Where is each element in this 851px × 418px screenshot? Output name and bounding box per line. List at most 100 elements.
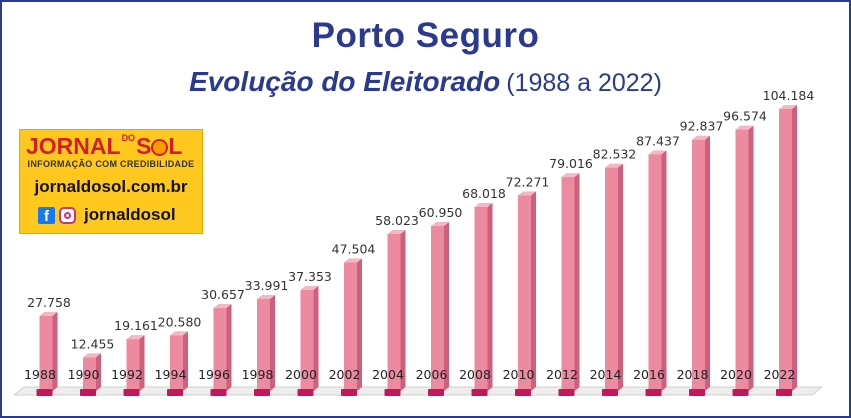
bar-front <box>735 129 749 391</box>
bar-front <box>431 226 444 391</box>
category-label: 2010 <box>503 367 535 382</box>
chart-subtitle-range: (1988 a 2022) <box>506 69 662 97</box>
bar-2016 <box>645 150 667 396</box>
bar-top <box>39 311 58 316</box>
bar-base <box>167 389 183 396</box>
bar-side <box>444 222 449 391</box>
category-label: 2020 <box>720 367 752 382</box>
value-label: 104.184 <box>763 88 815 103</box>
category-label: 1988 <box>24 367 56 382</box>
bar-front <box>213 308 227 391</box>
bar-front <box>300 289 314 391</box>
bar-top <box>344 258 362 263</box>
bar-1998 <box>254 294 275 396</box>
value-label: 60.950 <box>419 205 463 220</box>
logo-website: jornaldosol.com.br <box>34 177 188 196</box>
bar-side <box>270 294 275 391</box>
value-label: 72.271 <box>506 174 550 189</box>
value-label: 58.023 <box>375 213 419 228</box>
value-label: 27.758 <box>27 295 71 310</box>
value-label: 92.837 <box>680 119 724 134</box>
bar-2010 <box>515 191 536 396</box>
bar-side <box>400 229 406 391</box>
bar-front <box>779 109 792 391</box>
bar-side <box>357 258 362 391</box>
bar-base <box>689 389 705 396</box>
bar-front <box>605 167 618 391</box>
bar-side <box>574 173 580 391</box>
bar-top <box>692 135 710 140</box>
logo-name-l: L <box>168 133 183 159</box>
bar-base <box>341 389 357 396</box>
category-label: 2006 <box>416 367 448 382</box>
value-label: 33.991 <box>245 278 289 293</box>
bar-2020 <box>732 125 754 396</box>
category-label: 1998 <box>242 367 274 382</box>
category-label: 1996 <box>198 367 230 382</box>
category-label: 2016 <box>633 367 665 382</box>
value-label: 30.657 <box>201 287 245 302</box>
bar-top <box>83 353 101 358</box>
value-label: 12.455 <box>71 336 115 351</box>
value-label: 68.018 <box>462 186 506 201</box>
bar-side <box>531 191 536 391</box>
bar-base <box>776 389 792 396</box>
bar-front <box>126 339 140 391</box>
category-label: 2008 <box>459 367 491 382</box>
bar-base <box>36 389 53 396</box>
logo-name-s: S <box>136 133 152 159</box>
category-label: 2018 <box>677 367 709 382</box>
bar-front <box>344 262 357 391</box>
bar-2014 <box>602 163 623 396</box>
bar-top <box>561 173 580 178</box>
instagram-icon <box>59 206 76 224</box>
bar-base <box>558 389 575 396</box>
value-label: 96.574 <box>723 109 767 124</box>
bar-side <box>792 105 797 391</box>
logo-social: f jornaldosol <box>38 205 198 227</box>
bar-top <box>648 150 667 155</box>
bar-front <box>561 177 575 391</box>
bar-1994 <box>167 331 188 396</box>
bar-top <box>779 105 797 109</box>
bar-front <box>39 315 53 391</box>
bar-2000 <box>297 285 319 396</box>
logo-wordmark: JORNALDOS L <box>26 133 196 159</box>
value-label: 87.437 <box>636 133 680 148</box>
bar-2012 <box>558 173 580 396</box>
bar-base <box>297 389 314 396</box>
bar-top <box>300 285 319 290</box>
bar-top <box>735 125 754 130</box>
chart-subtitle: Evolução do Eleitorado (1988 a 2022) <box>2 66 849 98</box>
bar-base <box>80 389 96 396</box>
bar-1990 <box>80 353 101 396</box>
bar-front <box>518 195 531 391</box>
bar-base <box>515 389 531 396</box>
category-label: 2004 <box>372 367 404 382</box>
bar-side <box>139 335 145 391</box>
category-label: 1990 <box>68 367 100 382</box>
bar-2018 <box>689 135 710 396</box>
bar-top <box>518 191 536 196</box>
logo-social-handle: jornaldosol <box>84 205 176 224</box>
jornal-do-sol-logo: JORNALDOS L INFORMAÇÃO COM CREDIBILIDADE … <box>19 129 203 234</box>
bar-front <box>692 139 705 391</box>
bar-side <box>661 150 667 391</box>
bar-front <box>257 298 270 391</box>
bar-top <box>474 202 493 207</box>
chart-subtitle-main: Evolução do Eleitorado <box>189 66 501 97</box>
bar-base <box>384 389 401 396</box>
bar-top <box>170 331 188 336</box>
value-label: 20.580 <box>158 314 202 329</box>
bar-top <box>431 222 449 227</box>
chart-title: Porto Seguro <box>311 16 540 55</box>
bar-side <box>487 202 493 391</box>
category-label: 2000 <box>285 367 317 382</box>
category-label: 2002 <box>329 367 361 382</box>
bar-base <box>471 389 488 396</box>
bar-2002 <box>341 258 362 396</box>
bar-base <box>254 389 270 396</box>
bar-base <box>602 389 618 396</box>
bar-top <box>387 229 406 234</box>
